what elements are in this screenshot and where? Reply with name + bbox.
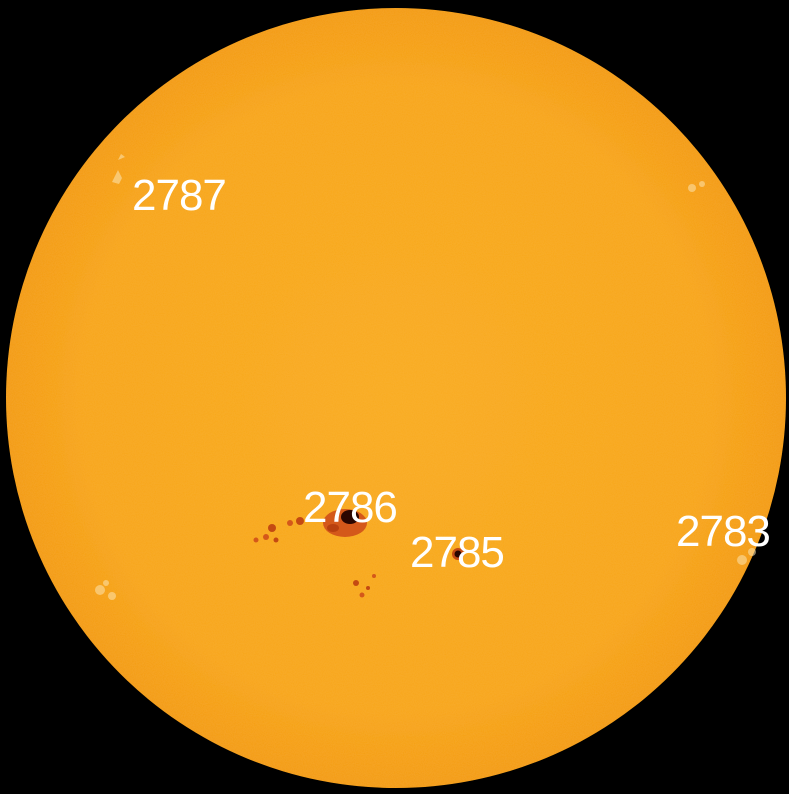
- sunspot-group-2786: [253, 509, 376, 598]
- region-label-2786: 2786: [303, 483, 398, 532]
- region-label-2785: 2785: [410, 528, 505, 577]
- solar-disk: [6, 8, 786, 788]
- region-label-2783: 2783: [676, 507, 771, 556]
- region-label-2787: 2787: [132, 171, 227, 220]
- faculae: [95, 154, 756, 600]
- sunspot-group-2785: [452, 548, 464, 560]
